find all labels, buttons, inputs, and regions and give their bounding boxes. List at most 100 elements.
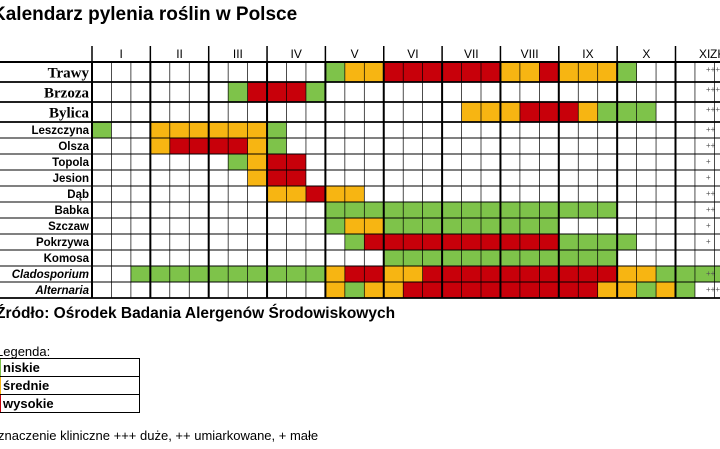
pollen-cell [247,266,268,282]
pollen-cell [442,62,462,82]
month-label: VII [464,47,479,61]
pollen-cell [286,170,306,186]
pollen-cell [325,282,345,298]
pollen-cell [481,234,501,250]
pollen-cell [422,202,443,218]
pollen-cell [481,266,501,282]
month-label: XI [699,47,710,61]
zk-value: +++ [706,105,720,114]
pollen-cell [636,266,657,282]
zk-value: ++ [706,269,716,278]
pollen-cell [208,138,229,154]
legend-swatch [0,395,1,412]
pollen-cell [558,234,579,250]
plant-name: Bylica [49,105,89,121]
pollen-cell [656,282,676,298]
pollen-cell [461,282,481,298]
pollen-cell [442,202,462,218]
zk-header: ZK [710,47,720,61]
pollen-cell [500,62,520,82]
zk-value: + [706,237,711,246]
pollen-cell [267,122,287,138]
pollen-cell [247,138,268,154]
pollen-cell [383,266,404,282]
pollen-cell [383,218,404,234]
pollen-cell [150,266,170,282]
pollen-cell [519,282,540,298]
pollen-cell [481,102,501,122]
pollen-cell [617,62,637,82]
pollen-cell [344,234,365,250]
pollen-cell [247,122,268,138]
pollen-cell [325,202,345,218]
pollen-cell [344,186,365,202]
pollen-cell [694,266,715,282]
pollen-cell [481,250,501,266]
pollen-cell [675,282,695,298]
pollen-cell [597,250,618,266]
plant-name: Cladosporium [12,269,89,281]
pollen-cell [597,282,618,298]
zk-value: ++ [706,141,716,150]
pollen-cell [305,186,326,202]
plant-name: Babka [54,205,89,217]
pollen-cell [286,82,306,102]
pollen-cell [578,250,598,266]
pollen-cell [325,62,345,82]
month-label: II [176,47,183,61]
pollen-cell [364,202,384,218]
pollen-cell [539,62,559,82]
pollen-cell [539,282,559,298]
pollen-cell [656,266,676,282]
chart-title: Kalendarz pylenia roślin w Polsce [0,4,298,25]
pollen-cell [344,266,365,282]
pollen-cell [305,82,326,102]
pollen-cell [422,282,443,298]
pollen-cell [597,102,618,122]
pollen-cell [383,234,404,250]
pollen-cell [403,218,423,234]
pollen-cell [422,218,443,234]
pollen-cell [539,266,559,282]
zk-value: +++ [706,65,720,74]
pollen-cell [500,250,520,266]
pollen-cell [150,138,170,154]
month-label: IX [582,47,593,61]
plant-name: Brzoza [44,85,89,101]
pollen-cell [169,266,190,282]
plant-name: Leszczyna [31,125,89,137]
pollen-cell [539,202,559,218]
pollen-cell [267,154,287,170]
plant-name: Olsza [58,141,89,153]
legend-label-low: niskie [3,360,40,375]
pollen-cell [617,234,637,250]
pollen-cell [617,266,637,282]
pollen-cell [500,218,520,234]
pollen-cell [461,202,481,218]
pollen-cell [422,250,443,266]
plant-name: Alternaria [34,285,89,297]
pollen-cell [403,282,423,298]
pollen-cell [442,218,462,234]
pollen-cell [344,282,365,298]
pollen-cell [442,250,462,266]
pollen-cell [383,250,404,266]
pollen-cell [422,266,443,282]
pollen-cell [267,138,287,154]
pollen-calendar: IIIIIIIVVVIVIIVIIIIXXXIXIIZKTrawy+++Brzo… [0,46,720,299]
month-label: VIII [521,47,539,61]
pollen-cell [403,250,423,266]
pollen-cell [364,62,384,82]
month-label: IV [291,47,302,61]
pollen-cell [519,234,540,250]
pollen-cell [500,282,520,298]
pollen-cell [461,234,481,250]
pollen-cell [228,82,248,102]
legend-label-high: wysokie [3,396,54,411]
zk-value: ++ [706,189,716,198]
zk-value: + [706,157,711,166]
legend-swatch [0,359,1,376]
pollen-cell [364,218,384,234]
pollen-cell [675,266,695,282]
pollen-cell [208,122,229,138]
